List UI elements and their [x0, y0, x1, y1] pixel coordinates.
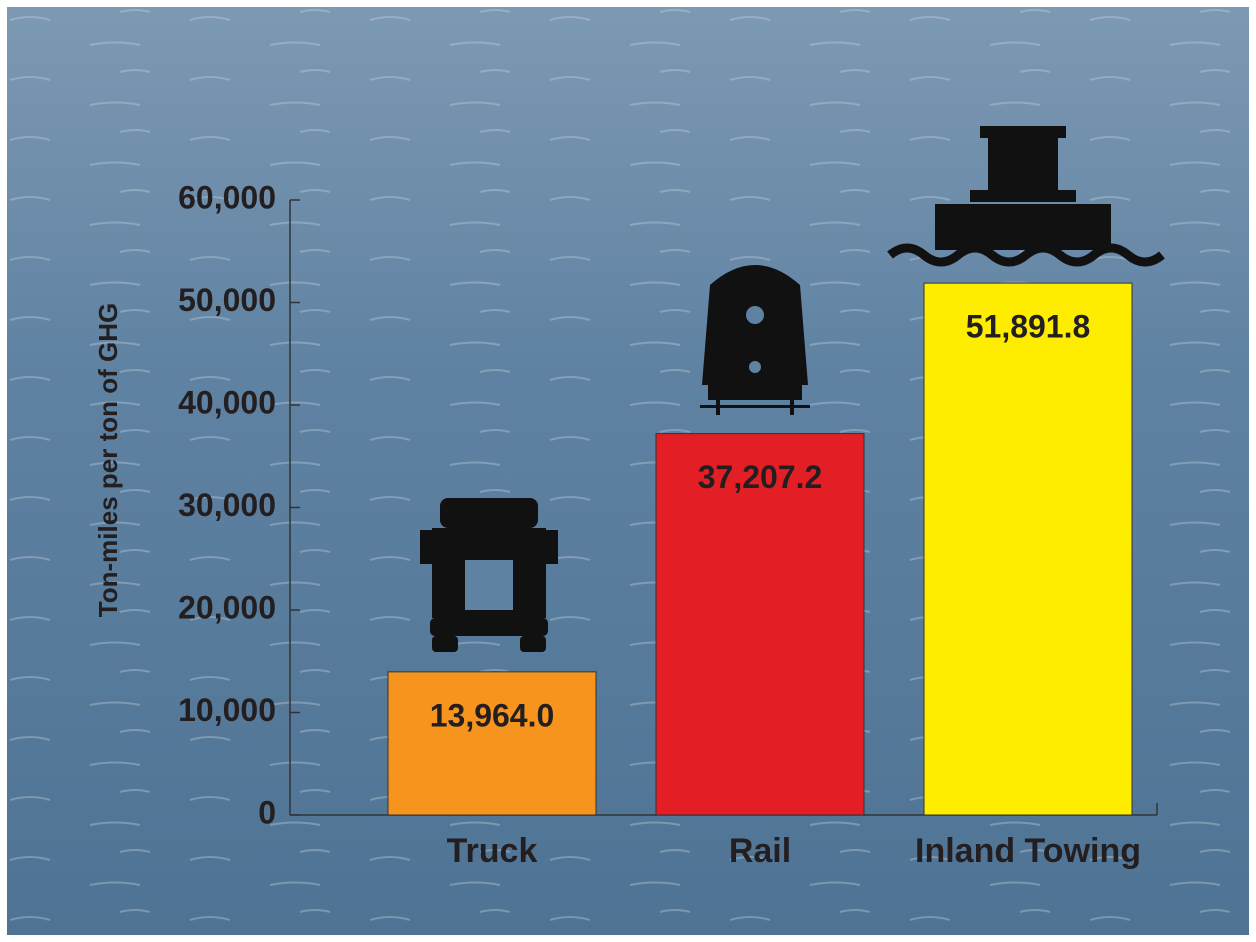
y-tick-label: 40,000	[178, 384, 276, 420]
x-tick-label: Truck	[447, 832, 538, 870]
y-tick-label: 20,000	[178, 589, 276, 625]
value-label: 51,891.8	[966, 309, 1091, 345]
bar	[387, 671, 597, 816]
y-tick-label: 50,000	[178, 282, 276, 318]
x-tick-label: Rail	[729, 832, 791, 870]
y-tick-label: 30,000	[178, 487, 276, 523]
bar	[923, 282, 1133, 816]
truck-icon	[420, 498, 558, 652]
y-axis-label: Ton-miles per ton of GHG	[93, 303, 123, 617]
y-tick-label: 60,000	[178, 179, 276, 215]
y-tick-label: 0	[258, 794, 276, 830]
value-label: 37,207.2	[698, 459, 823, 495]
bar	[655, 433, 865, 816]
value-label: 13,964.0	[430, 697, 555, 733]
y-tick-label: 10,000	[178, 692, 276, 728]
x-tick-label: Inland Towing	[915, 832, 1141, 870]
towboat-icon	[887, 126, 1165, 267]
train-icon	[700, 265, 810, 415]
